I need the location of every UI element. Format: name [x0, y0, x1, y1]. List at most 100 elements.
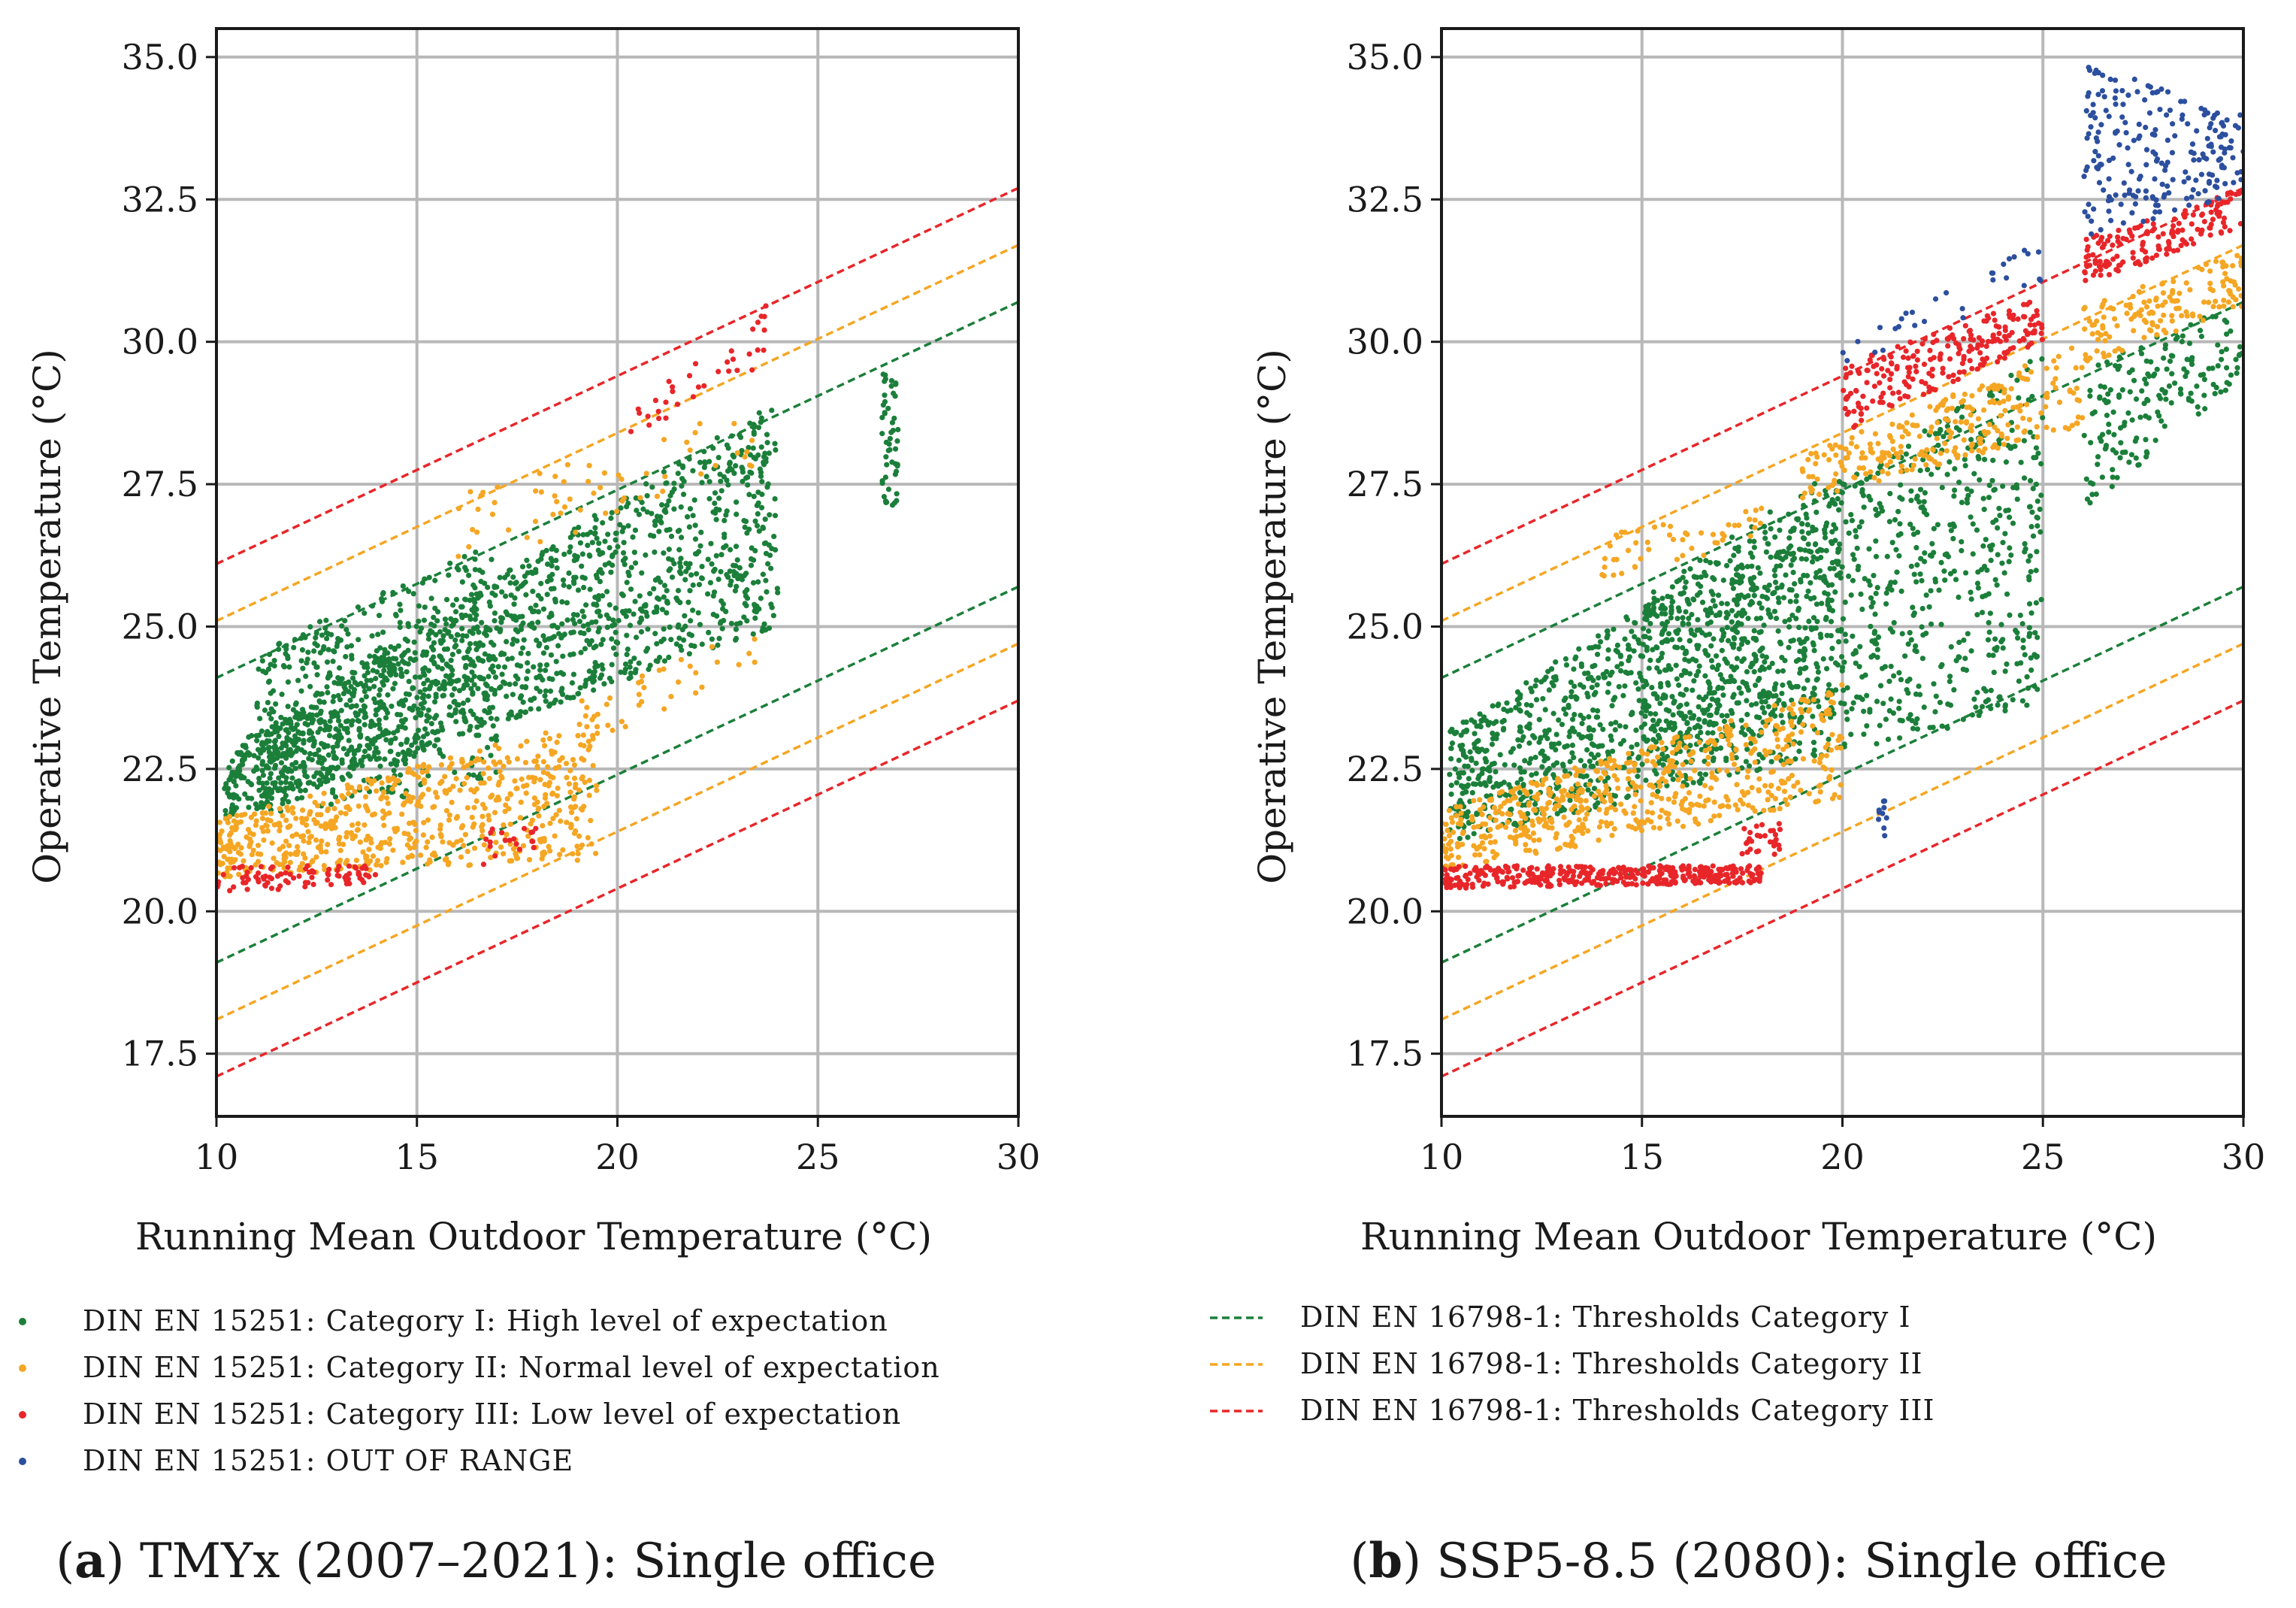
- scatter-point-a-3-396: [339, 793, 345, 799]
- scatter-point-b-0-224: [1612, 727, 1618, 733]
- scatter-point-b-0-1288: [1981, 456, 1988, 462]
- scatter-point-a-0-233: [631, 550, 637, 556]
- scatter-point-b-0-1137: [1853, 534, 1859, 540]
- scatter-point-b-0-1267: [1654, 721, 1660, 727]
- scatter-point-a-3-134: [283, 838, 289, 844]
- scatter-point-a-0-1270: [256, 775, 262, 782]
- scatter-point-a-0-1303: [382, 729, 388, 735]
- scatter-point-a-0-830: [623, 613, 629, 619]
- scatter-point-b-0-1413: [1841, 687, 1847, 693]
- scatter-point-a-4-22: [455, 553, 461, 559]
- scatter-point-b-0-1582: [1719, 637, 1725, 644]
- x-tick-label-a-0: 10: [195, 1137, 239, 1177]
- scatter-point-a-0-1184: [678, 504, 684, 510]
- scatter-point-a-6-82: [336, 863, 342, 870]
- scatter-point-a-3-263: [481, 842, 487, 848]
- scatter-point-a-1-232: [398, 698, 405, 704]
- scatter-point-a-0-901: [731, 454, 737, 460]
- scatter-point-a-1-157: [323, 630, 330, 636]
- scatter-point-a-3-457: [514, 786, 520, 792]
- scatter-point-b-0-1318: [1856, 524, 1862, 530]
- scatter-point-a-0-381: [624, 651, 630, 658]
- scatter-point-b-0-1037: [1699, 707, 1706, 713]
- scatter-point-a-6-75: [240, 875, 246, 881]
- scatter-point-a-0-1227: [559, 621, 565, 627]
- scatter-point-b-1-158: [1835, 662, 1841, 668]
- scatter-point-b-0-1444: [1586, 727, 1593, 733]
- scatter-point-a-3-527: [457, 787, 463, 793]
- scatter-point-a-8-17: [670, 384, 676, 390]
- scatter-point-b-0-413: [1864, 692, 1870, 698]
- scatter-point-a-5-26: [746, 650, 752, 656]
- scatter-point-a-1-395: [398, 772, 404, 778]
- scatter-point-b-1-176: [1818, 554, 1824, 561]
- scatter-point-a-1-491: [376, 658, 382, 664]
- scatter-point-b-0-1304: [1460, 785, 1466, 791]
- scatter-point-a-3-161: [253, 822, 259, 828]
- scatter-point-b-0-1417: [1923, 592, 1929, 598]
- scatter-point-b-0-853: [1593, 644, 1599, 650]
- scatter-point-b-1-34: [1645, 628, 1652, 634]
- scatter-point-b-0-1522: [1572, 683, 1578, 689]
- scatter-point-a-1-22: [260, 668, 266, 674]
- scatter-point-a-3-642: [386, 840, 392, 847]
- scatter-point-a-0-1190: [331, 694, 337, 700]
- scatter-point-a-0-1267: [580, 584, 587, 591]
- scatter-point-a-0-1307: [575, 691, 581, 697]
- scatter-point-a-0-979: [288, 725, 295, 731]
- scatter-point-a-3-610: [421, 777, 427, 783]
- scatter-point-a-0-591: [301, 737, 307, 743]
- scatter-point-b-0-1191: [1875, 470, 1881, 477]
- scatter-point-a-1-0: [366, 745, 373, 751]
- scatter-point-a-8-9: [755, 319, 761, 326]
- scatter-point-a-3-619: [364, 853, 370, 859]
- scatter-point-a-0-1016: [486, 674, 492, 680]
- scatter-point-a-0-767: [398, 666, 404, 672]
- scatter-point-b-0-671: [1913, 643, 1919, 649]
- scatter-point-a-1-311: [374, 648, 380, 654]
- scatter-point-b-0-859: [1797, 716, 1803, 722]
- scatter-point-a-0-1219: [772, 547, 779, 553]
- scatter-point-a-3-220: [473, 786, 479, 792]
- scatter-point-b-0-1093: [1448, 756, 1454, 762]
- scatter-point-a-0-611: [593, 644, 599, 650]
- scatter-point-b-1-326: [1773, 692, 1779, 699]
- scatter-point-a-1-252: [412, 739, 419, 745]
- scatter-point-a-0-1139: [594, 575, 600, 581]
- scatter-point-b-0-765: [1454, 729, 1460, 735]
- scatter-point-a-3-121: [525, 833, 531, 839]
- scatter-point-b-1-119: [1748, 702, 1755, 708]
- scatter-point-a-0-1137: [681, 637, 687, 644]
- scatter-point-a-3-411: [418, 852, 424, 859]
- scatter-point-a-1-430: [407, 656, 413, 662]
- scatter-point-a-0-1390: [692, 522, 698, 528]
- scatter-point-a-0-1465: [690, 582, 696, 588]
- scatter-point-a-6-62: [285, 880, 291, 886]
- scatter-point-b-0-1532: [1859, 519, 1865, 525]
- scatter-point-a-0-58: [613, 530, 619, 536]
- scatter-point-b-0-1439: [2019, 621, 2025, 627]
- scatter-point-a-1-144: [271, 709, 277, 715]
- scatter-point-b-0-324: [1634, 741, 1640, 747]
- scatter-point-b-0-1356: [2034, 498, 2040, 504]
- scatter-point-a-3-502: [507, 792, 514, 798]
- scatter-point-b-0-1017: [1892, 516, 1898, 523]
- scatter-point-b-0-357: [1873, 553, 1880, 559]
- scatter-point-a-3-376: [504, 796, 510, 802]
- scatter-point-b-1-58: [1681, 568, 1687, 574]
- scatter-point-a-8-10: [761, 313, 767, 319]
- scatter-point-b-0-50: [1948, 644, 1954, 650]
- scatter-point-b-1-145: [1703, 572, 1709, 579]
- scatter-point-a-1-142: [332, 794, 339, 800]
- scatter-point-b-0-1536: [1484, 747, 1490, 753]
- scatter-point-a-0-417: [695, 610, 701, 616]
- scatter-point-a-1-483: [412, 674, 419, 680]
- scatter-point-b-0-1007: [1814, 619, 1820, 625]
- scatter-point-a-0-1246: [295, 783, 301, 789]
- scatter-point-b-0-552: [1712, 603, 1718, 609]
- scatter-point-a-3-332: [385, 775, 391, 781]
- scatter-point-a-1-166: [478, 578, 484, 585]
- scatter-point-b-0-1065: [1526, 760, 1532, 766]
- scatter-point-a-1-429: [425, 677, 431, 683]
- scatter-point-b-0-981: [1504, 700, 1510, 706]
